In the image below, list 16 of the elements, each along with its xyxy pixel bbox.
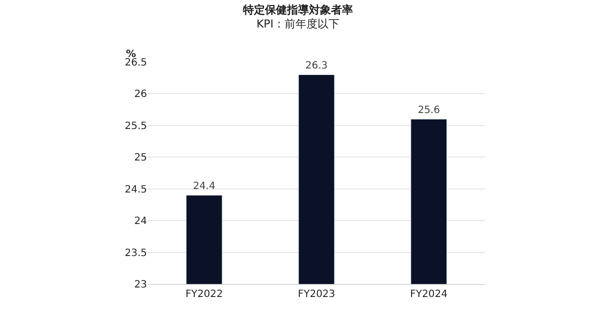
y-tick-label: 25 bbox=[134, 152, 147, 164]
y-tick-label: 24.5 bbox=[124, 184, 147, 196]
y-tick-label: 25.5 bbox=[124, 120, 147, 132]
chart-subtitle: KPI：前年度以下 bbox=[256, 18, 340, 31]
data-label: 25.6 bbox=[418, 105, 440, 116]
y-tick-label: 23.5 bbox=[124, 248, 147, 259]
chart-title: 特定保健指導対象者率 bbox=[242, 3, 353, 16]
x-tick-label: FY2023 bbox=[298, 289, 336, 300]
data-label: 24.4 bbox=[193, 181, 216, 192]
x-tick-label: FY2022 bbox=[186, 289, 223, 300]
y-tick-label: 26.5 bbox=[124, 58, 147, 68]
data-label: 26.3 bbox=[305, 60, 328, 72]
y-tick-label: 26 bbox=[134, 89, 147, 100]
y-tick-label: 23 bbox=[134, 280, 147, 290]
y-tick-label: 24 bbox=[134, 216, 147, 228]
x-tick-label: FY2024 bbox=[410, 289, 448, 300]
